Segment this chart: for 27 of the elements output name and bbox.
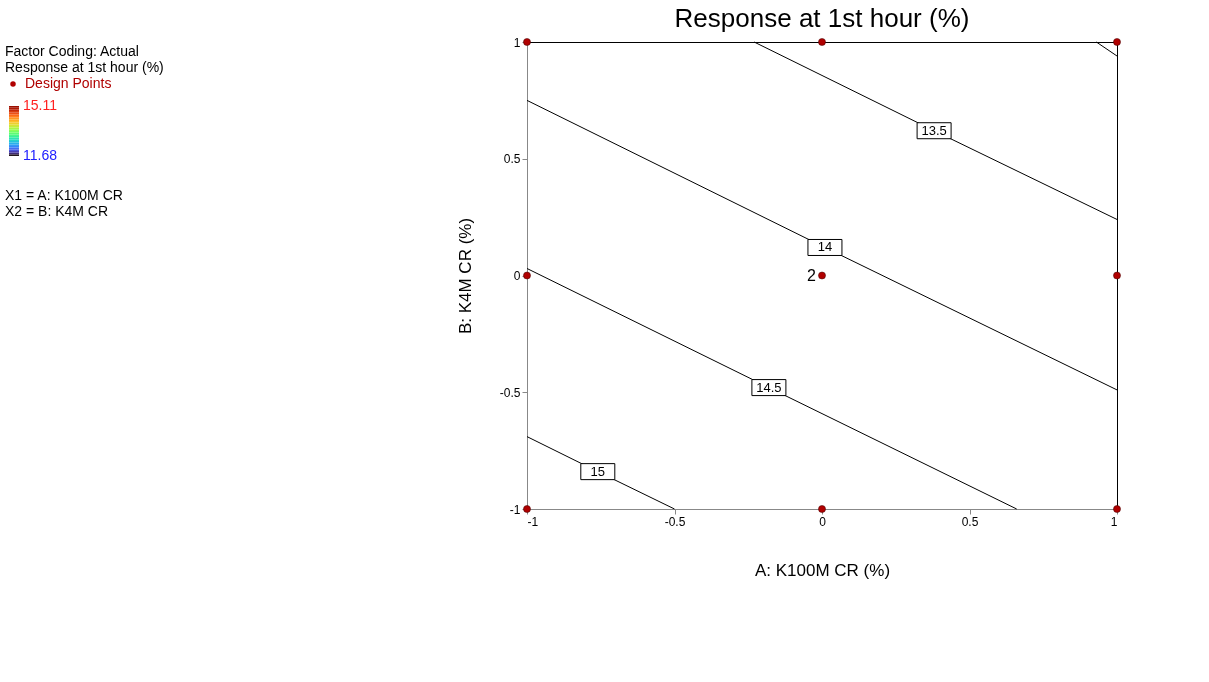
- point: [818, 505, 826, 513]
- point: [1113, 271, 1121, 280]
- y-axis-title: B: K4M CR (%): [455, 217, 475, 335]
- x-tick-label: -1: [527, 514, 539, 529]
- chart-title: Response at 1st hour (%): [674, 3, 970, 33]
- point: [1113, 38, 1121, 46]
- y-tick-label: 0: [513, 269, 521, 283]
- y-tick-label: 1: [513, 35, 521, 50]
- color-bar-label: 11.68: [23, 147, 58, 163]
- x-tick-label: 1: [1110, 514, 1118, 529]
- text: X2 = B: K4M CR: [5, 203, 109, 219]
- point: [818, 38, 826, 46]
- point: [523, 271, 531, 280]
- color-bar-label: 15.11: [23, 97, 58, 113]
- x-axis-title: A: K100M CR (%): [754, 560, 891, 580]
- text: Design Points: [25, 75, 112, 91]
- text: Factor Coding: Actual: [5, 43, 139, 59]
- point: [818, 271, 826, 280]
- text: X1 = A: K100M CR: [5, 187, 123, 203]
- y-tick-label: 0.5: [503, 152, 521, 167]
- y-tick-label: -1: [509, 502, 521, 517]
- y-tick-label: -0.5: [499, 385, 521, 400]
- x-tick-label: 0: [819, 514, 827, 529]
- text: Response at 1st hour (%): [5, 59, 164, 75]
- x-tick-label: 0.5: [961, 514, 979, 529]
- x-tick-label: -0.5: [664, 514, 686, 529]
- annotation: 2: [807, 266, 817, 284]
